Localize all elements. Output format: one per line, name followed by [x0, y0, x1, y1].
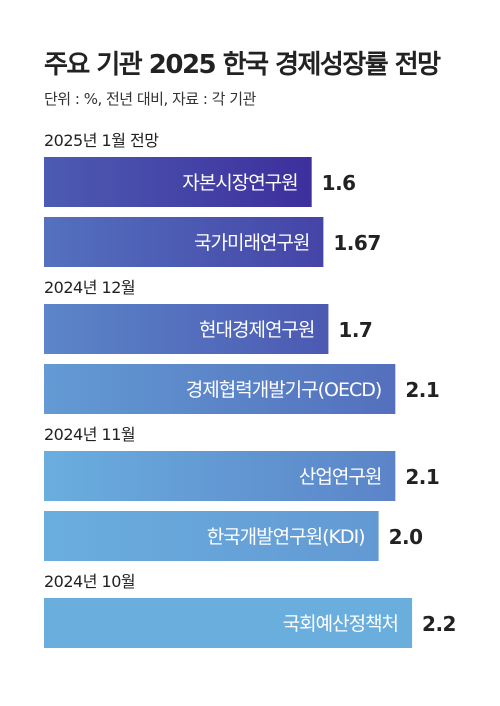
bar: [44, 217, 324, 267]
bar-category-label: 경제협력개발기구(OECD): [186, 379, 382, 401]
bar: [44, 598, 413, 648]
bar: [44, 451, 396, 501]
chart-subtitle: 단위 : %, 전년 대비, 자료 : 각 기관: [44, 90, 256, 108]
bar-value-label: 2.2: [422, 612, 456, 636]
group-label: 2024년 10월: [44, 572, 135, 591]
group-label: 2024년 11월: [44, 425, 135, 444]
bar-category-label: 한국개발연구원(KDI): [207, 526, 365, 548]
bar-category-label: 현대경제연구원: [199, 319, 314, 341]
group-label: 2025년 1월 전망: [44, 131, 159, 150]
bar-value-label: 2.0: [389, 525, 423, 549]
bar-value-label: 1.67: [333, 231, 380, 255]
bar-value-label: 2.1: [405, 378, 439, 402]
bar-value-label: 1.7: [338, 318, 372, 342]
bar-category-label: 국가미래연구원: [194, 232, 309, 254]
bar: [44, 364, 396, 414]
bar-category-label: 산업연구원: [299, 466, 381, 488]
group-label: 2024년 12월: [44, 278, 135, 297]
bar-category-label: 국회예산정책처: [283, 613, 398, 635]
bar: [44, 511, 379, 561]
bar: [44, 304, 329, 354]
bar: [44, 157, 312, 207]
bar-value-label: 2.1: [405, 465, 439, 489]
bar-category-label: 자본시장연구원: [182, 172, 297, 194]
bar-value-label: 1.6: [322, 171, 356, 195]
chart-title: 주요 기관 2025 한국 경제성장률 전망: [44, 50, 441, 80]
